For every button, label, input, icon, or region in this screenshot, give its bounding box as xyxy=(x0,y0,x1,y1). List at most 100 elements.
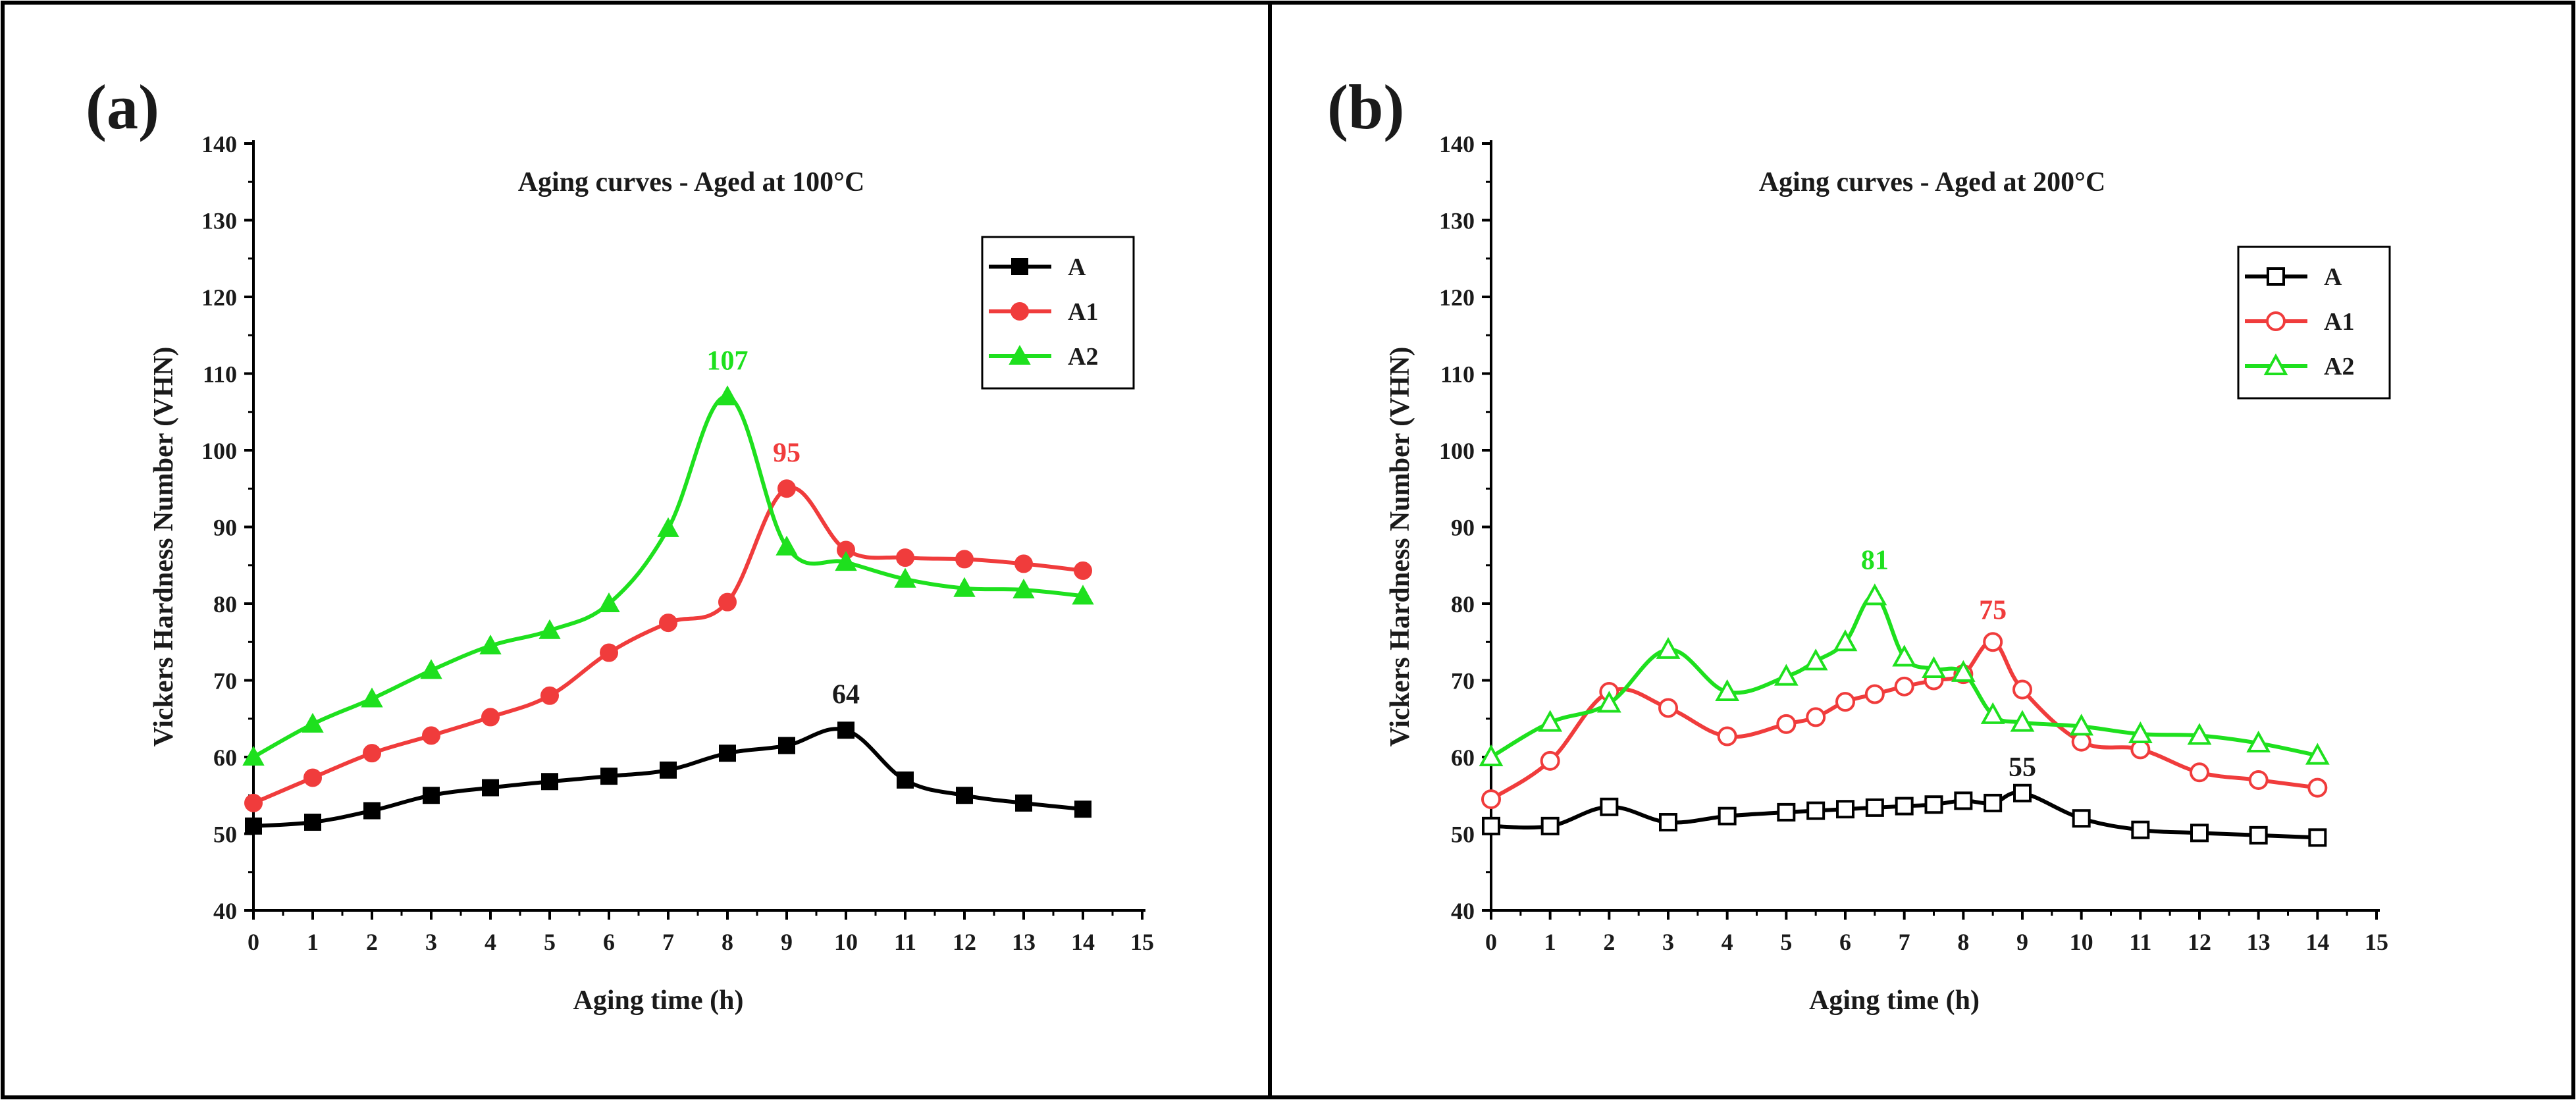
y-tick-label: 110 xyxy=(203,361,237,388)
panel-label: (b) xyxy=(1327,72,1404,142)
data-point-a2 xyxy=(1596,691,1621,713)
data-point-a xyxy=(363,802,381,820)
x-tick-label: 12 xyxy=(2188,929,2211,955)
panel-a: (a)0 1 2 3 4 5 6 7 8 9 10 11 12 13 14 15405060708090100… xyxy=(86,72,1154,1016)
data-point-a1 xyxy=(1835,692,1855,712)
data-point-a2 xyxy=(835,551,857,571)
x-tick-label: 1 xyxy=(1544,929,1556,955)
data-point-a1 xyxy=(1894,676,1914,696)
x-tick-label: 0 xyxy=(1485,929,1497,955)
x-tick-label: 10 xyxy=(2070,929,2093,955)
data-point-a2 xyxy=(894,567,916,588)
data-point-a2 xyxy=(2246,730,2271,753)
data-point-a xyxy=(2013,783,2032,802)
x-tick-label: 11 xyxy=(2129,929,2151,955)
peak-annotation: 75 xyxy=(1979,595,2007,625)
y-tick-label: 40 xyxy=(213,898,237,924)
data-point-a2 xyxy=(1833,629,1858,652)
data-point-a2 xyxy=(2069,714,2094,736)
x-axis-title: Aging time (h) xyxy=(573,985,744,1016)
legend-swatch-marker xyxy=(1011,258,1028,275)
data-point-a1 xyxy=(718,592,737,612)
x-tick-label: 13 xyxy=(1012,929,1036,955)
series-line-a2 xyxy=(1490,594,2318,759)
x-tick-label: 7 xyxy=(1899,929,1910,955)
peak-annotation: 107 xyxy=(707,346,749,377)
chart-title: Aging curves - Aged at 100°C xyxy=(518,167,865,197)
y-tick-label: 90 xyxy=(1451,515,1475,541)
data-point-a xyxy=(2190,824,2209,843)
data-point-a2 xyxy=(420,659,442,679)
data-point-a2 xyxy=(1715,679,1740,701)
data-point-a1 xyxy=(955,550,974,569)
y-tick-label: 120 xyxy=(1439,284,1475,311)
data-point-a xyxy=(1540,816,1560,835)
data-point-a2 xyxy=(953,577,976,597)
y-tick-label: 70 xyxy=(213,668,237,694)
x-tick-label: 5 xyxy=(544,929,556,955)
data-point-a xyxy=(1924,795,1943,814)
x-tick-label: 11 xyxy=(894,929,916,955)
series-line-a1 xyxy=(252,485,1084,805)
data-point-a xyxy=(482,779,499,797)
data-point-a2 xyxy=(2010,710,2035,732)
data-point-a xyxy=(837,721,854,739)
y-tick-label: 140 xyxy=(1439,131,1475,157)
data-point-a2 xyxy=(1980,702,2005,724)
data-point-a2 xyxy=(716,385,739,406)
data-point-a1 xyxy=(2130,739,2151,760)
y-tick-label: 90 xyxy=(213,515,237,541)
peak-annotation: 55 xyxy=(2009,752,2036,783)
data-point-a xyxy=(1718,806,1737,825)
x-tick-label: 5 xyxy=(1780,929,1792,955)
data-point-a1 xyxy=(303,768,322,787)
y-tick-label: 60 xyxy=(213,745,237,771)
data-point-a xyxy=(2072,809,2091,828)
x-tick-label: 3 xyxy=(425,929,437,955)
data-point-a1 xyxy=(1014,554,1033,573)
peak-annotation: 64 xyxy=(832,679,860,710)
legend-swatch-marker xyxy=(1009,344,1031,365)
data-point-a xyxy=(600,768,618,785)
x-tick-label: 15 xyxy=(1130,929,1154,955)
x-axis-title: Aging time (h) xyxy=(1809,985,1980,1016)
data-point-a xyxy=(1836,800,1854,819)
data-point-a xyxy=(956,787,973,804)
y-tick-label: 80 xyxy=(1451,591,1475,617)
data-point-a xyxy=(2308,828,2327,847)
data-point-a xyxy=(1865,798,1884,817)
y-tick-label: 100 xyxy=(1439,438,1475,464)
data-point-a2 xyxy=(1892,644,1917,667)
y-tick-label: 80 xyxy=(213,591,237,617)
data-point-a2 xyxy=(657,517,679,537)
legend-swatch-marker xyxy=(2267,267,2285,286)
x-tick-label: 8 xyxy=(1957,929,1969,955)
y-tick-label: 60 xyxy=(1451,745,1475,771)
data-point-a1 xyxy=(1074,561,1092,580)
x-tick-label: 7 xyxy=(662,929,674,955)
y-tick-label: 40 xyxy=(1451,898,1475,924)
data-point-a2 xyxy=(479,635,502,655)
x-tick-label: 8 xyxy=(722,929,733,955)
data-point-a1 xyxy=(363,744,381,763)
legend-label: A xyxy=(2324,263,2342,291)
data-point-a1 xyxy=(1864,684,1885,704)
data-point-a1 xyxy=(777,479,796,498)
y-tick-label: 130 xyxy=(201,208,237,234)
data-point-a1 xyxy=(2190,762,2209,783)
x-tick-label: 14 xyxy=(2305,929,2329,955)
y-tick-label: 100 xyxy=(201,438,237,464)
x-tick-label: 2 xyxy=(366,929,378,955)
legend-swatch-marker xyxy=(2266,311,2286,331)
legend-label: A2 xyxy=(1068,343,1098,371)
data-point-a xyxy=(1806,801,1826,820)
data-point-a2 xyxy=(1072,585,1094,605)
y-tick-label: 50 xyxy=(1451,822,1475,848)
data-point-a xyxy=(245,817,262,835)
x-tick-label: 14 xyxy=(1071,929,1095,955)
data-point-a2 xyxy=(1774,664,1799,686)
data-point-a2 xyxy=(1012,578,1035,599)
data-point-a1 xyxy=(1717,726,1737,746)
legend-swatch-marker xyxy=(2263,353,2288,375)
